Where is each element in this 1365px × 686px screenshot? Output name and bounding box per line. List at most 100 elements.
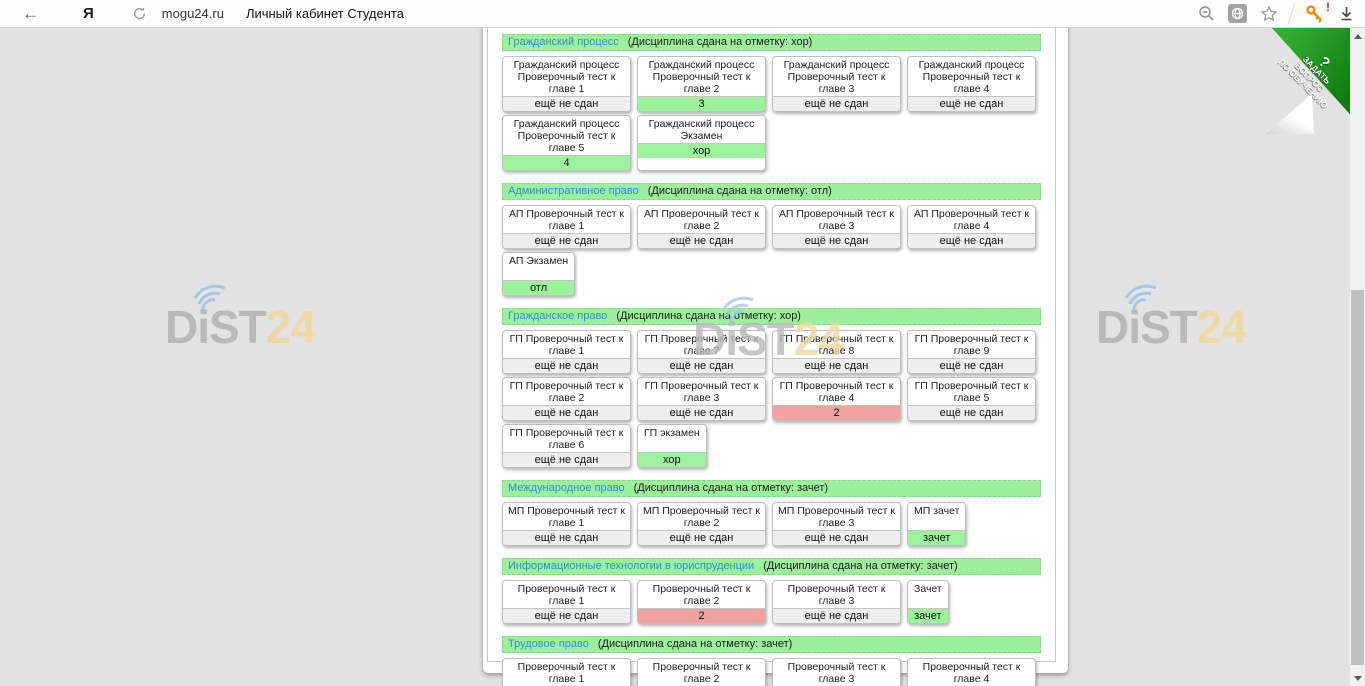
discipline-section: Трудовое право (Дисциплина сдана на отме… xyxy=(502,636,1041,686)
section-title-link[interactable]: Гражданский процесс xyxy=(508,36,619,48)
test-card[interactable]: ГП Проверочный тест к главе 6 ещё не сда… xyxy=(502,424,631,468)
test-card[interactable]: МП Проверочный тест к главе 1 ещё не сда… xyxy=(502,502,631,546)
test-card[interactable]: Проверочный тест к главе 4 ещё не сдан xyxy=(907,658,1036,686)
test-card[interactable]: АП Проверочный тест к главе 2 ещё не сда… xyxy=(637,205,766,249)
test-card-status: хор xyxy=(638,452,706,467)
test-card[interactable]: Гражданский процесс Проверочный тест к г… xyxy=(907,56,1036,112)
test-card-status: ещё не сдан xyxy=(773,530,900,545)
test-card-title: ГП экзамен xyxy=(644,427,700,439)
test-card[interactable]: АП Экзамен отл xyxy=(502,252,576,296)
vertical-scrollbar[interactable] xyxy=(1350,28,1365,686)
test-card[interactable]: Гражданский процесс Проверочный тест к г… xyxy=(772,56,901,112)
scrollbar-thumb[interactable] xyxy=(1351,290,1364,665)
test-card[interactable]: МП Проверочный тест к главе 3 ещё не сда… xyxy=(772,502,901,546)
test-card-status: ещё не сдан xyxy=(908,358,1035,373)
test-card-title: Проверочный тест к главе 1 xyxy=(517,583,616,607)
test-card[interactable]: МП Проверочный тест к главе 2 ещё не сда… xyxy=(637,502,766,546)
section-title-link[interactable]: Международное право xyxy=(508,482,625,494)
section-title-link[interactable]: Трудовое право xyxy=(508,638,589,650)
password-key-icon[interactable]: ! xyxy=(1305,0,1330,24)
yandex-logo[interactable]: Я xyxy=(83,5,94,22)
test-card-title: Гражданский процесс Проверочный тест к г… xyxy=(918,59,1025,95)
test-card-status: ещё не сдан xyxy=(638,530,765,545)
back-button[interactable]: ← xyxy=(22,4,39,23)
extension-icon[interactable] xyxy=(1228,4,1247,23)
refresh-icon[interactable] xyxy=(132,6,147,21)
test-card[interactable]: ГП Проверочный тест к главе 5 ещё не сда… xyxy=(907,377,1036,421)
section-title-link[interactable]: Гражданское право xyxy=(508,310,608,322)
discipline-section: Информационные технологии в юриспруденци… xyxy=(502,558,1041,624)
test-card[interactable]: Гражданский процесс Экзамен хор xyxy=(637,115,766,171)
test-card-title: ГП Проверочный тест к главе 4 xyxy=(779,380,894,404)
bookmark-star-icon[interactable] xyxy=(1260,4,1278,23)
test-card-status: ещё не сдан xyxy=(503,608,630,623)
test-card-title: Проверочный тест к главе 2 xyxy=(652,661,751,685)
test-card-status: ещё не сдан xyxy=(503,405,630,420)
test-card[interactable]: Гражданский процесс Проверочный тест к г… xyxy=(502,115,631,171)
test-card-status: хор xyxy=(638,143,765,158)
test-card[interactable]: ГП Проверочный тест к главе 8 ещё не сда… xyxy=(772,330,901,374)
test-card-status: ещё не сдан xyxy=(638,405,765,420)
test-card-status: ещё не сдан xyxy=(908,96,1035,111)
test-card[interactable]: МП зачет зачет xyxy=(907,502,967,546)
test-card-title: Зачет xyxy=(914,583,942,595)
test-card-title: ГП Проверочный тест к главе 7 xyxy=(644,333,759,357)
test-card-status: 2 xyxy=(638,608,765,623)
section-title-link[interactable]: Информационные технологии в юриспруденци… xyxy=(508,560,755,572)
scroll-down-icon xyxy=(1353,675,1362,681)
test-card-status: зачет xyxy=(908,530,966,545)
section-note: (Дисциплина сдана на отметку: зачет) xyxy=(597,638,793,650)
test-card[interactable]: ГП Проверочный тест к главе 3 ещё не сда… xyxy=(637,377,766,421)
ask-question-ribbon[interactable]: ? ЗАДАТЬ ВОПРОС ПО ОБУЧЕНИЮ xyxy=(1266,28,1350,134)
url-text[interactable]: mogu24.ru xyxy=(161,6,224,21)
scroll-up-button[interactable] xyxy=(1350,28,1365,44)
discipline-section: Международное право (Дисциплина сдана на… xyxy=(502,480,1041,546)
test-card[interactable]: АП Проверочный тест к главе 3 ещё не сда… xyxy=(772,205,901,249)
section-cards: ГП Проверочный тест к главе 1 ещё не сда… xyxy=(502,330,1041,468)
test-card-title: АП Экзамен xyxy=(509,255,569,267)
section-header-bar: Гражданский процесс (Дисциплина сдана на… xyxy=(502,34,1041,51)
test-card[interactable]: Гражданский процесс Проверочный тест к г… xyxy=(502,56,631,112)
discipline-section: Административное право (Дисциплина сдана… xyxy=(502,183,1041,296)
test-card[interactable]: ГП Проверочный тест к главе 1 ещё не сда… xyxy=(502,330,631,374)
test-card-title: ГП Проверочный тест к главе 8 xyxy=(779,333,894,357)
test-card-status: ещё не сдан xyxy=(773,233,900,248)
test-card[interactable]: Гражданский процесс Проверочный тест к г… xyxy=(637,56,766,112)
test-card[interactable]: ГП Проверочный тест к главе 7 ещё не сда… xyxy=(637,330,766,374)
test-card-title: МП зачет xyxy=(914,505,960,517)
test-card-title: Гражданский процесс Проверочный тест к г… xyxy=(513,59,620,95)
test-card[interactable]: ГП Проверочный тест к главе 2 ещё не сда… xyxy=(502,377,631,421)
test-card[interactable]: Проверочный тест к главе 1 ещё не сдан xyxy=(502,580,631,624)
section-header-bar: Административное право (Дисциплина сдана… xyxy=(502,183,1041,200)
section-title-link[interactable]: Административное право xyxy=(508,185,639,197)
test-card[interactable]: Проверочный тест к главе 1 ещё не сдан xyxy=(502,658,631,686)
section-header-bar: Информационные технологии в юриспруденци… xyxy=(502,558,1041,575)
section-header-bar: Международное право (Дисциплина сдана на… xyxy=(502,480,1041,497)
test-card[interactable]: Проверочный тест к главе 2 2 xyxy=(637,580,766,624)
test-card-status: ещё не сдан xyxy=(503,452,630,467)
test-card-title: ГП Проверочный тест к главе 5 xyxy=(914,380,1029,404)
test-card-title: Проверочный тест к главе 2 xyxy=(652,583,751,607)
scroll-down-button[interactable] xyxy=(1350,670,1365,686)
test-card[interactable]: ГП Проверочный тест к главе 4 2 xyxy=(772,377,901,421)
sections: Гражданский процесс (Дисциплина сдана на… xyxy=(488,28,1055,686)
address-bar[interactable]: mogu24.ru Личный кабинет Студента xyxy=(132,6,404,21)
section-cards: Проверочный тест к главе 1 ещё не сдан П… xyxy=(502,580,1041,624)
test-card-status: 3 xyxy=(638,96,765,111)
browser-chrome: ← Я mogu24.ru Личный кабинет Студента xyxy=(0,0,1365,28)
zoom-out-icon[interactable] xyxy=(1198,5,1215,22)
test-card[interactable]: ГП экзамен хор xyxy=(637,424,707,468)
test-card[interactable]: Проверочный тест к главе 3 ещё не сдан xyxy=(772,658,901,686)
test-card[interactable]: ГП Проверочный тест к главе 9 ещё не сда… xyxy=(907,330,1036,374)
download-icon[interactable] xyxy=(1338,5,1355,22)
test-card[interactable]: АП Проверочный тест к главе 4 ещё не сда… xyxy=(907,205,1036,249)
test-card[interactable]: Проверочный тест к главе 3 ещё не сдан xyxy=(772,580,901,624)
section-cards: Проверочный тест к главе 1 ещё не сдан П… xyxy=(502,658,1041,686)
test-card[interactable]: Зачет зачет xyxy=(907,580,949,624)
test-card[interactable]: Проверочный тест к главе 2 ещё не сдан xyxy=(637,658,766,686)
wifi-arcs-icon xyxy=(1124,284,1157,311)
scroll-up-icon xyxy=(1353,33,1362,39)
dist24-watermark: DiST24 xyxy=(165,284,316,354)
test-card[interactable]: АП Проверочный тест к главе 1 ещё не сда… xyxy=(502,205,631,249)
toolbar-divider xyxy=(1287,2,1296,25)
